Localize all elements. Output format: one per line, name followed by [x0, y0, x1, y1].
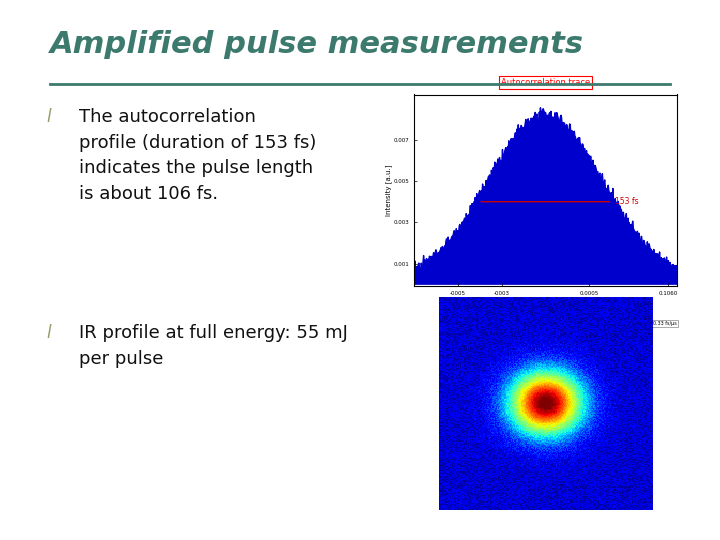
Text: IR profile at full energy: 55 mJ
per pulse: IR profile at full energy: 55 mJ per pul… — [79, 324, 348, 368]
Y-axis label: Intensity [a.u.]: Intensity [a.u.] — [385, 165, 392, 216]
Text: *Calibration 0.33 fs/μs: *Calibration 0.33 fs/μs — [622, 321, 677, 326]
Text: l: l — [47, 108, 51, 126]
Text: 153 fs: 153 fs — [615, 197, 639, 206]
Text: The autocorrelation
profile (duration of 153 fs)
indicates the pulse length
is a: The autocorrelation profile (duration of… — [79, 108, 317, 203]
Text: l: l — [47, 324, 51, 342]
X-axis label: Time [s]: Time [s] — [528, 299, 562, 308]
Text: Autocorrelation trace: Autocorrelation trace — [501, 78, 590, 87]
Text: Amplified pulse measurements: Amplified pulse measurements — [50, 30, 585, 59]
